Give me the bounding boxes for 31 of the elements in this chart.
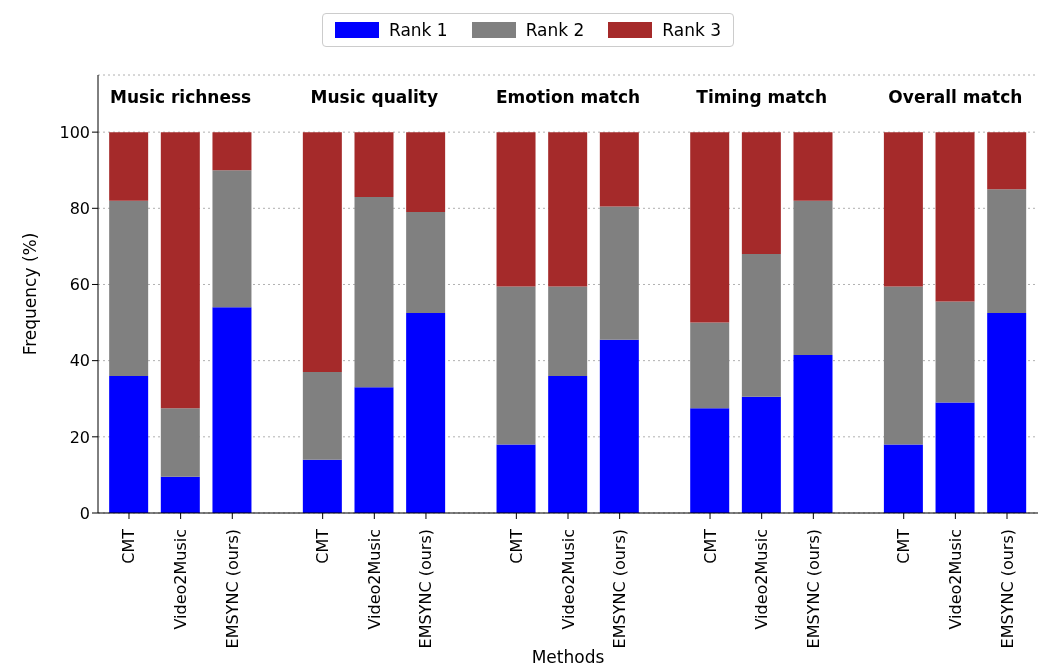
x-tick-label: Video2Music — [945, 529, 965, 630]
x-tick-label: CMT — [700, 528, 720, 564]
x-tick-label: CMT — [894, 528, 914, 564]
annotation: Music richness — [110, 86, 252, 107]
x-tick-label: CMT — [313, 528, 333, 564]
annotation: Music quality — [310, 86, 439, 107]
y-tick-label: 20 — [69, 427, 90, 447]
x-tick-label: Video2Music — [752, 529, 772, 630]
x-tick-label: EMSYNC (ours) — [997, 529, 1017, 649]
y-tick-label: 80 — [69, 198, 90, 218]
legend-label: Rank 1 — [387, 20, 448, 40]
x-tick-label: EMSYNC (ours) — [610, 529, 630, 649]
legend-label: Rank 3 — [661, 20, 722, 40]
y-axis-title: Frequency (%) — [20, 232, 41, 356]
legend-label: Rank 2 — [524, 20, 585, 40]
x-tick-label: Video2Music — [364, 529, 384, 630]
x-tick-label: CMT — [119, 528, 139, 564]
x-tick-label: EMSYNC (ours) — [803, 529, 823, 649]
annotation: Overall match — [888, 86, 1023, 107]
y-tick-label: 40 — [69, 351, 90, 371]
x-tick-label: CMT — [506, 528, 526, 564]
x-tick-label: EMSYNC (ours) — [416, 529, 436, 649]
y-tick-label: 0 — [79, 503, 90, 523]
x-axis-title: Methods — [531, 647, 605, 667]
x-tick-label: Video2Music — [558, 529, 578, 630]
y-tick-label: 60 — [69, 275, 90, 295]
x-tick-label: Video2Music — [171, 529, 191, 630]
x-tick-label: EMSYNC (ours) — [222, 529, 242, 649]
annotation: Emotion match — [495, 86, 641, 107]
y-tick-label: 100 — [59, 122, 90, 142]
annotation: Timing match — [696, 86, 828, 107]
